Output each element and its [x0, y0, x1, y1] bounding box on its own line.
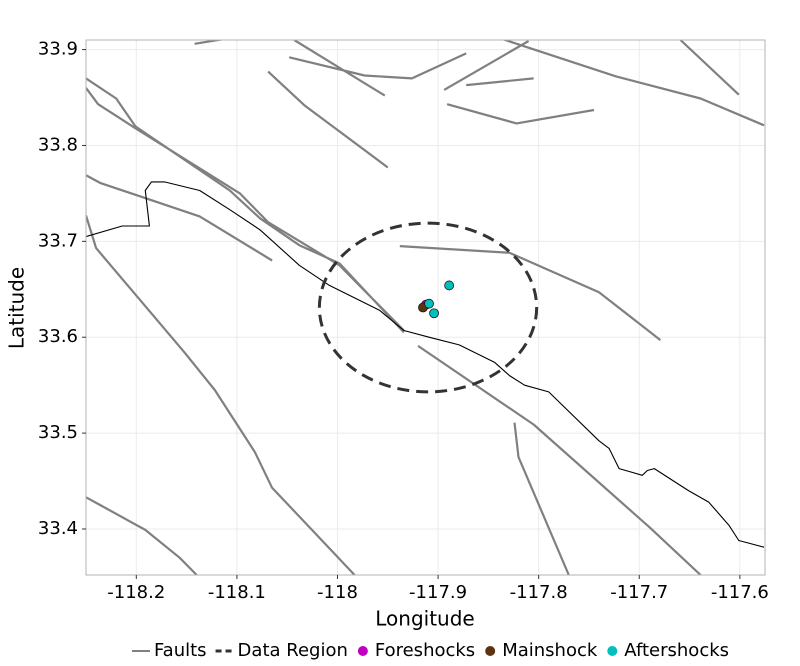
x-tick-label: -118.1 — [208, 582, 266, 603]
legend-item: Aftershocks — [607, 640, 729, 661]
fault-line — [86, 40, 765, 575]
y-tick-label: 33.6 — [38, 326, 78, 347]
x-tick-label: -117.9 — [409, 582, 467, 603]
legend: Faults Data Region Foreshocks Mainshock Afte… — [131, 640, 729, 661]
x-tick-label: -117.7 — [610, 582, 668, 603]
legend-item: Mainshock — [485, 640, 598, 661]
legend-label: Data Region — [238, 640, 348, 661]
legend-item: Faults — [131, 640, 207, 661]
legend-label: Faults — [154, 640, 207, 661]
x-tick-label: -118.2 — [107, 582, 165, 603]
y-tick-label: 33.9 — [38, 39, 78, 60]
y-tick-label: 33.5 — [38, 422, 78, 443]
plot-border — [85, 39, 766, 576]
axes: Longitude Latitude -118.2 -118.1 -118 -117.… — [5, 39, 769, 631]
coastline — [86, 181, 765, 548]
y-tick-label: 33.4 — [38, 518, 78, 539]
legend-item: Data Region — [215, 640, 348, 661]
quake-point — [424, 298, 434, 309]
legend-key — [357, 646, 368, 656]
plot-marks — [86, 40, 765, 575]
y-axis-title: Latitude — [5, 267, 29, 349]
legend-item: Foreshocks — [357, 640, 475, 661]
legend-label: Mainshock — [502, 640, 598, 661]
quake-point — [444, 280, 455, 291]
legend-label: Aftershocks — [624, 640, 729, 661]
quake-point — [429, 308, 439, 319]
y-tick-label: 33.8 — [38, 134, 78, 155]
x-axis-title: Longitude — [375, 607, 474, 631]
data-region — [317, 221, 539, 394]
legend-label: Foreshocks — [375, 640, 475, 661]
y-tick-label: 33.7 — [38, 230, 78, 251]
x-tick-label: -117.6 — [711, 582, 769, 603]
legend-key — [485, 646, 496, 656]
x-tick-label: -117.8 — [510, 582, 568, 603]
legend-key — [607, 646, 618, 656]
x-tick-label: -118 — [317, 582, 358, 603]
